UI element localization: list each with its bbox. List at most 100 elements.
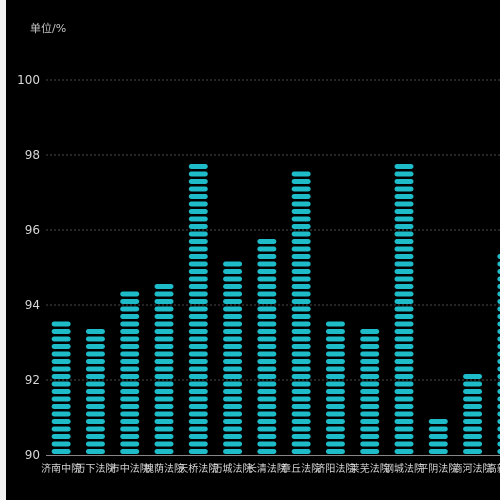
bar-segment — [291, 231, 311, 237]
bar-segment — [120, 336, 140, 342]
bar-segment — [51, 366, 71, 372]
bar — [497, 254, 500, 454]
bar-segment — [463, 449, 483, 454]
bar-segment — [291, 201, 311, 207]
x-tick-label: 平阴法院 — [418, 462, 458, 475]
bar-segment — [463, 374, 483, 379]
bar-segment — [325, 344, 345, 349]
bar-segment — [497, 441, 500, 447]
bar-segment — [154, 344, 174, 349]
bar-segment — [257, 404, 277, 409]
bar-segment — [154, 389, 174, 394]
bar — [463, 374, 483, 454]
bar-segment — [154, 321, 174, 327]
bar-segment — [394, 441, 414, 447]
bar-segment — [394, 269, 414, 274]
bar — [360, 329, 380, 454]
bar-segment — [394, 419, 414, 424]
bar-segment — [394, 344, 414, 349]
bar-segment — [257, 246, 277, 252]
y-axis-unit-label: 单位/% — [30, 22, 67, 35]
bar-segment — [154, 411, 174, 417]
bar-segment — [257, 419, 277, 424]
bar-segment — [497, 351, 500, 357]
bar-segment — [325, 434, 345, 439]
bar-segment — [120, 306, 140, 312]
bar-segment — [291, 291, 311, 297]
bar-segment — [51, 321, 71, 327]
bar-segment — [120, 366, 140, 372]
x-tick-label: 莱芜法院 — [350, 462, 390, 475]
bar-segment — [188, 269, 208, 274]
bar-segment — [223, 261, 243, 267]
bar-segment — [325, 449, 345, 454]
bar-segment — [223, 434, 243, 439]
bar-segment — [291, 171, 311, 177]
bar-segment — [51, 344, 71, 349]
bar-segment — [223, 269, 243, 274]
y-tick-label: 94 — [25, 298, 40, 312]
bar-segment — [291, 426, 311, 432]
bar — [394, 164, 414, 454]
bar-segment — [120, 404, 140, 409]
bar-segment — [223, 374, 243, 379]
bar-segment — [291, 404, 311, 409]
bar-segment — [325, 389, 345, 394]
bar-segment — [291, 374, 311, 379]
x-tick-label: 济南中院 — [41, 462, 81, 475]
bar-segment — [325, 329, 345, 334]
bar-segment — [51, 381, 71, 387]
bar-segment — [223, 351, 243, 357]
bar-segment — [223, 396, 243, 402]
bar-segment — [120, 314, 140, 319]
bar-segment — [51, 329, 71, 334]
bar-segment — [291, 321, 311, 327]
bar-segment — [325, 336, 345, 342]
bar-segment — [188, 419, 208, 424]
bar-segment — [428, 419, 448, 424]
bar-segment — [257, 239, 277, 244]
bar-segment — [188, 254, 208, 259]
bar-segment — [394, 359, 414, 364]
bar-segment — [291, 194, 311, 199]
bar-segment — [394, 261, 414, 267]
bar-segment — [154, 291, 174, 297]
bar-segment — [325, 404, 345, 409]
bar-segment — [188, 179, 208, 184]
bar-segment — [360, 351, 380, 357]
bar-segment — [291, 261, 311, 267]
bar-segment — [291, 336, 311, 342]
bar-segment — [497, 329, 500, 334]
bar — [428, 419, 448, 454]
bar-segment — [154, 419, 174, 424]
bar-segment — [188, 201, 208, 207]
bar-segment — [257, 396, 277, 402]
bar-segment — [154, 441, 174, 447]
bar-segment — [154, 374, 174, 379]
y-tick-label: 100 — [17, 73, 40, 87]
bar — [51, 321, 71, 454]
bar-segment — [325, 351, 345, 357]
bar-segment — [120, 299, 140, 304]
bar-segment — [85, 404, 105, 409]
bar-segment — [394, 404, 414, 409]
bar-segment — [257, 254, 277, 259]
bar-segment — [360, 404, 380, 409]
bar-segment — [497, 434, 500, 439]
bar-segment — [360, 366, 380, 372]
bar-segment — [154, 306, 174, 312]
bar-segment — [51, 411, 71, 417]
bar-segment — [51, 374, 71, 379]
bar-segment — [291, 419, 311, 424]
bar-segment — [360, 336, 380, 342]
bar-segment — [51, 396, 71, 402]
bar-segment — [257, 374, 277, 379]
bar-segment — [120, 321, 140, 327]
bar-segment — [394, 164, 414, 169]
bar-segment — [85, 411, 105, 417]
bar-segment — [291, 299, 311, 304]
bar-segment — [51, 434, 71, 439]
x-tick-label: 长清法院 — [247, 462, 287, 475]
bar-segment — [257, 306, 277, 312]
bar-segment — [85, 426, 105, 432]
